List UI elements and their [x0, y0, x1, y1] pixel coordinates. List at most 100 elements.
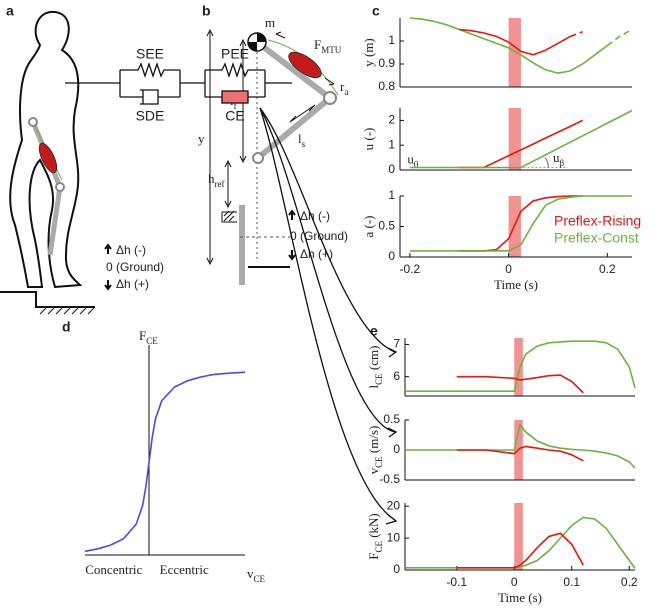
x-tick-label: 0.2 [621, 575, 638, 589]
y-axis-label: lCE (cm) [366, 346, 384, 389]
data-line [84, 371, 246, 553]
y-axis-label-part: CE [374, 456, 384, 468]
label-sub: s [302, 139, 306, 149]
y-tick-label: 1 [388, 137, 395, 151]
height-label: Δh (+) [116, 277, 149, 291]
y-tick-label: -0.5 [379, 472, 400, 486]
y-tick-label: 7 [393, 337, 400, 351]
x-tick-label: 0 [511, 575, 518, 589]
element-label: SDE [136, 108, 165, 124]
y-axis-label-part: (kN) [366, 513, 381, 541]
reference-label: href [208, 171, 225, 189]
panel-letter: e [370, 323, 378, 339]
y-axis-label-part: F [366, 553, 381, 560]
element-label: SEE [136, 46, 164, 62]
axis-annotation-part: u [553, 150, 560, 165]
leg-model [28, 117, 65, 256]
force-label: FMTU [314, 37, 342, 55]
data-line [405, 340, 636, 392]
model-diagram: m FMTU ra l f ls y href Δh (-) 0 (Ground)… [198, 15, 348, 285]
y-tick-label: 0.9 [378, 56, 395, 70]
x-axis-label-part: v [247, 566, 254, 581]
label-sub: ref [215, 179, 225, 189]
y-axis-label: vCE (m/s) [366, 426, 384, 475]
y-tick-label: 0 [393, 442, 400, 456]
x-tick-label: 0.1 [563, 575, 580, 589]
axis-annotation-part: β [560, 158, 565, 168]
axis-annotation-part: 0 [414, 160, 419, 170]
x-tick-label: -0.1 [446, 575, 467, 589]
data-line [570, 31, 583, 38]
label-part: h [208, 171, 215, 186]
legend-entry: Preflex-Const [554, 230, 639, 246]
axis-annotation: Eccentric [160, 562, 209, 577]
label-sub: a [344, 87, 348, 97]
highlight-band [514, 338, 523, 396]
y-tick-label: 0 [388, 249, 395, 263]
x-tick-label: -0.2 [400, 262, 421, 276]
y-tick-label: 0 [393, 562, 400, 576]
y-axis-label-part: u (-) [361, 128, 376, 151]
x-axis-label: Time (s) [494, 277, 538, 292]
axis-annotation: uβ [553, 150, 565, 168]
body-diagram [9, 10, 83, 289]
element-label: PEE [221, 46, 249, 62]
y-tick-label: 6 [393, 369, 400, 383]
ground-label: 0 (Ground) [290, 229, 348, 243]
axis-annotation-part: Concentric [85, 562, 142, 577]
data-line [409, 17, 608, 75]
label-sub: f [234, 101, 237, 111]
y-tick-label: 1 [388, 33, 395, 47]
axis-annotation: Concentric [85, 562, 142, 577]
y-axis-label: y (m) [361, 38, 376, 67]
ground-label: 0 (Ground) [106, 260, 164, 274]
data-line [459, 28, 571, 56]
label-part: l [298, 131, 302, 146]
height-label: Δh (+) [300, 247, 333, 261]
element-label: CE [225, 108, 244, 124]
y-tick-label: 2 [388, 113, 395, 127]
data-line [606, 28, 633, 47]
y-axis-label-part: a (-) [361, 215, 376, 237]
ground [0, 291, 95, 315]
muscle-circuit [65, 61, 398, 525]
y-axis-label: a (-) [361, 215, 376, 237]
x-axis-label: Time (s) [498, 590, 542, 605]
label-part: r [340, 79, 345, 94]
y-axis-label-part: F [139, 328, 146, 343]
panel-letter: b [202, 3, 211, 19]
height-label: y [198, 131, 205, 146]
panel-letter: c [372, 3, 380, 19]
height-label: Δh (-) [116, 243, 146, 257]
legend-entry: Preflex-Rising [554, 213, 641, 229]
x-tick-label: 0 [505, 262, 512, 276]
y-axis-label-part: l [366, 384, 381, 388]
panel-letter: a [6, 3, 14, 19]
data-line [456, 374, 584, 394]
y-axis-label-part: v [366, 467, 381, 474]
angle-arc [544, 157, 549, 168]
y-axis-label-part: CE [374, 541, 384, 553]
y-axis-label-part: CE [146, 336, 158, 346]
y-axis-label: u (-) [361, 128, 376, 151]
x-tick-label: 0.2 [599, 262, 616, 276]
height-legend-a: Δh (-) 0 (Ground) Δh (+) [104, 243, 164, 291]
axis-annotation-part: Eccentric [160, 562, 209, 577]
data-line [409, 109, 633, 169]
panel-letter: d [62, 319, 71, 335]
y-tick-label: 0.5 [378, 219, 395, 233]
mass-label: m [265, 15, 275, 30]
y-tick-label: 20 [387, 498, 401, 512]
y-tick-label: 0 [388, 162, 395, 176]
y-axis-label: FCE [139, 328, 158, 346]
data-line [456, 445, 584, 462]
data-line [409, 195, 632, 252]
x-axis-label-part: CE [254, 574, 266, 584]
moment-arm-label: ra [340, 79, 348, 97]
data-line [456, 532, 584, 569]
y-axis-label-part: (m/s) [366, 426, 381, 457]
y-tick-label: 1 [388, 188, 395, 202]
y-tick-label: 0.8 [378, 79, 395, 93]
highlight-band [508, 18, 521, 87]
